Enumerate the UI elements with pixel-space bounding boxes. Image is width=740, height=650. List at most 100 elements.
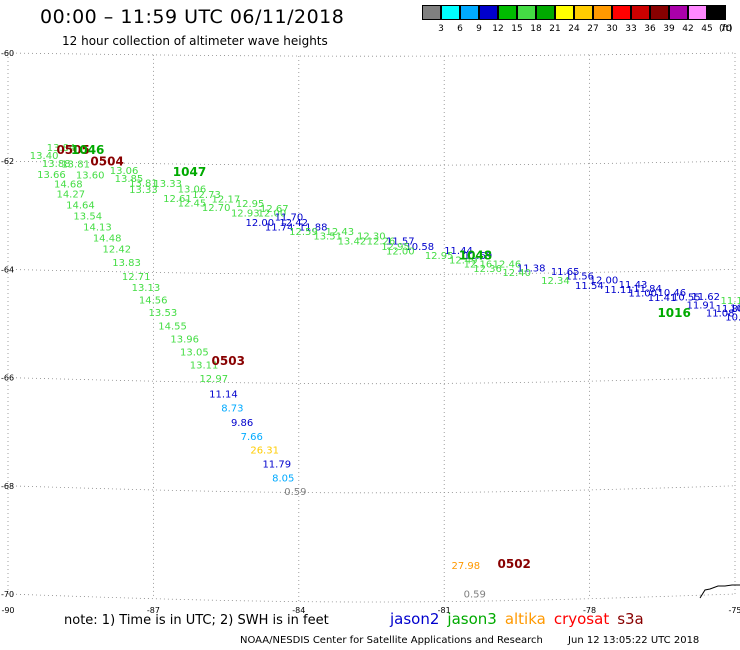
y-tick-label: -64 [1, 265, 14, 274]
swh-value: 12.93 [231, 208, 260, 219]
legend-cryosat: cryosat [553, 610, 610, 628]
scale-swatch [517, 5, 536, 20]
scale-swatch [460, 5, 479, 20]
swh-value: 12.00 [590, 275, 619, 286]
parallel-line [7, 269, 736, 275]
swh-value: 12.97 [199, 374, 228, 385]
swh-value: 11.74 [265, 222, 294, 233]
scale-swatch [536, 5, 555, 20]
pass-label: 0502 [498, 557, 531, 571]
scale-swatch [593, 5, 612, 20]
axis-tick-labels: -90 -87 -84 -81 -78 -75 -60 -62 -64 -66 -68 -70 [1, 49, 740, 615]
swh-value: 13.85 [115, 174, 144, 185]
swh-value: 12.73 [192, 190, 221, 201]
scale-swatch [707, 5, 726, 20]
swh-value: 12.00 [386, 246, 415, 257]
swh-value: 13.66 [37, 170, 66, 181]
pass-label: 1016 [657, 306, 690, 320]
scale-label: 15 [511, 24, 523, 34]
scale-swatch [574, 5, 593, 20]
swh-value: 12.42 [103, 244, 132, 255]
swh-value: 14.48 [93, 233, 122, 244]
coastline [699, 584, 740, 599]
swh-value: 10.60 [730, 304, 740, 315]
swh-value: 13.88 [42, 159, 71, 170]
swh-value: 13.84 [47, 143, 76, 154]
map-grid [7, 52, 736, 603]
scale-swatch [555, 5, 574, 20]
scale-label: 6 [457, 24, 463, 34]
footer-note: note: 1) Time is in UTC; 2) SWH is in fe… [64, 613, 329, 628]
swh-value: 12.95 [425, 251, 454, 262]
x-tick-label: -75 [728, 606, 740, 615]
parallel-line [7, 485, 736, 494]
swh-value: 13.42 [338, 236, 367, 247]
swh-value: 13.13 [132, 283, 161, 294]
scale-label: 30 [606, 24, 618, 34]
swh-value: 12.59 [289, 227, 318, 238]
legend-altika: altika [504, 610, 546, 628]
satellite-legend: jason2 jason3 altika cryosat s3a [390, 610, 652, 628]
swh-value: 12.30 [357, 232, 386, 243]
swh-value: 13.81 [129, 179, 158, 190]
y-tick-label: -66 [1, 374, 14, 383]
swh-value: 9.86 [231, 418, 253, 429]
swh-value: 10.46 [657, 288, 686, 299]
pass-label: 1046 [71, 143, 104, 157]
scale-label: 3 [438, 24, 444, 34]
legend-jason2: jason2 [390, 610, 440, 628]
swh-value: 14.64 [66, 200, 95, 211]
swh-value: 11.41 [648, 293, 677, 304]
pass-label: 0504 [90, 154, 123, 168]
swh-value: 14.68 [54, 179, 83, 190]
x-tick-label: -90 [1, 606, 14, 615]
swh-value: 13.54 [73, 211, 102, 222]
swh-value: 12.34 [541, 276, 570, 287]
swh-value: 11.57 [386, 236, 415, 247]
swh-value: 8.73 [221, 403, 243, 414]
swh-value: 11.38 [517, 263, 546, 274]
x-tick-label: -84 [292, 606, 305, 615]
swh-value: 12.49 [449, 255, 478, 266]
parallel-line [7, 52, 736, 57]
page-subtitle: 12 hour collection of altimeter wave hei… [62, 34, 328, 48]
swh-value: 12.95 [236, 199, 265, 210]
swh-value: 13.33 [153, 179, 182, 190]
swh-value: 11.84 [633, 284, 662, 295]
swh-value: 11.11 [604, 285, 633, 296]
swh-value: 11.14 [720, 296, 740, 307]
swh-value: 14.27 [56, 189, 85, 200]
swh-value: 12.95 [381, 242, 410, 253]
scale-swatch [612, 5, 631, 20]
swh-value: 12.36 [473, 264, 502, 275]
scale-label: 70 [720, 24, 732, 34]
swh-value: 0.59 [464, 590, 486, 601]
x-tick-label: -87 [147, 606, 160, 615]
swh-value: 11.44 [444, 246, 473, 257]
scale-label: 18 [530, 24, 542, 34]
pass-label: 1047 [173, 165, 206, 179]
scale-label: 24 [568, 24, 580, 34]
credit-text: NOAA/NESDIS Center for Satellite Applica… [240, 635, 543, 646]
swh-value: 0.59 [284, 487, 306, 498]
pass-label: 1048 [459, 248, 492, 262]
swh-value: 11.54 [575, 281, 604, 292]
swh-value: 12.00 [245, 218, 274, 229]
swh-value: 11.70 [275, 213, 304, 224]
swh-value: 12.17 [212, 195, 241, 206]
pass-label: 0503 [212, 354, 245, 368]
scale-swatch [479, 5, 498, 20]
swh-value: 13.83 [112, 258, 141, 269]
y-tick-label: -60 [1, 49, 14, 58]
scale-swatch [422, 5, 441, 20]
swh-value: 13.60 [76, 171, 105, 182]
swh-value: 11.69 [464, 251, 493, 262]
swh-value: 11.08 [706, 309, 735, 320]
swh-value: 12.16 [464, 260, 493, 271]
swh-value: 11.80 [716, 304, 740, 315]
swh-value: 12.70 [202, 203, 231, 214]
swh-value: 13.33 [129, 185, 158, 196]
swh-value: 7.66 [241, 432, 263, 443]
swh-value: 12.40 [502, 268, 531, 279]
